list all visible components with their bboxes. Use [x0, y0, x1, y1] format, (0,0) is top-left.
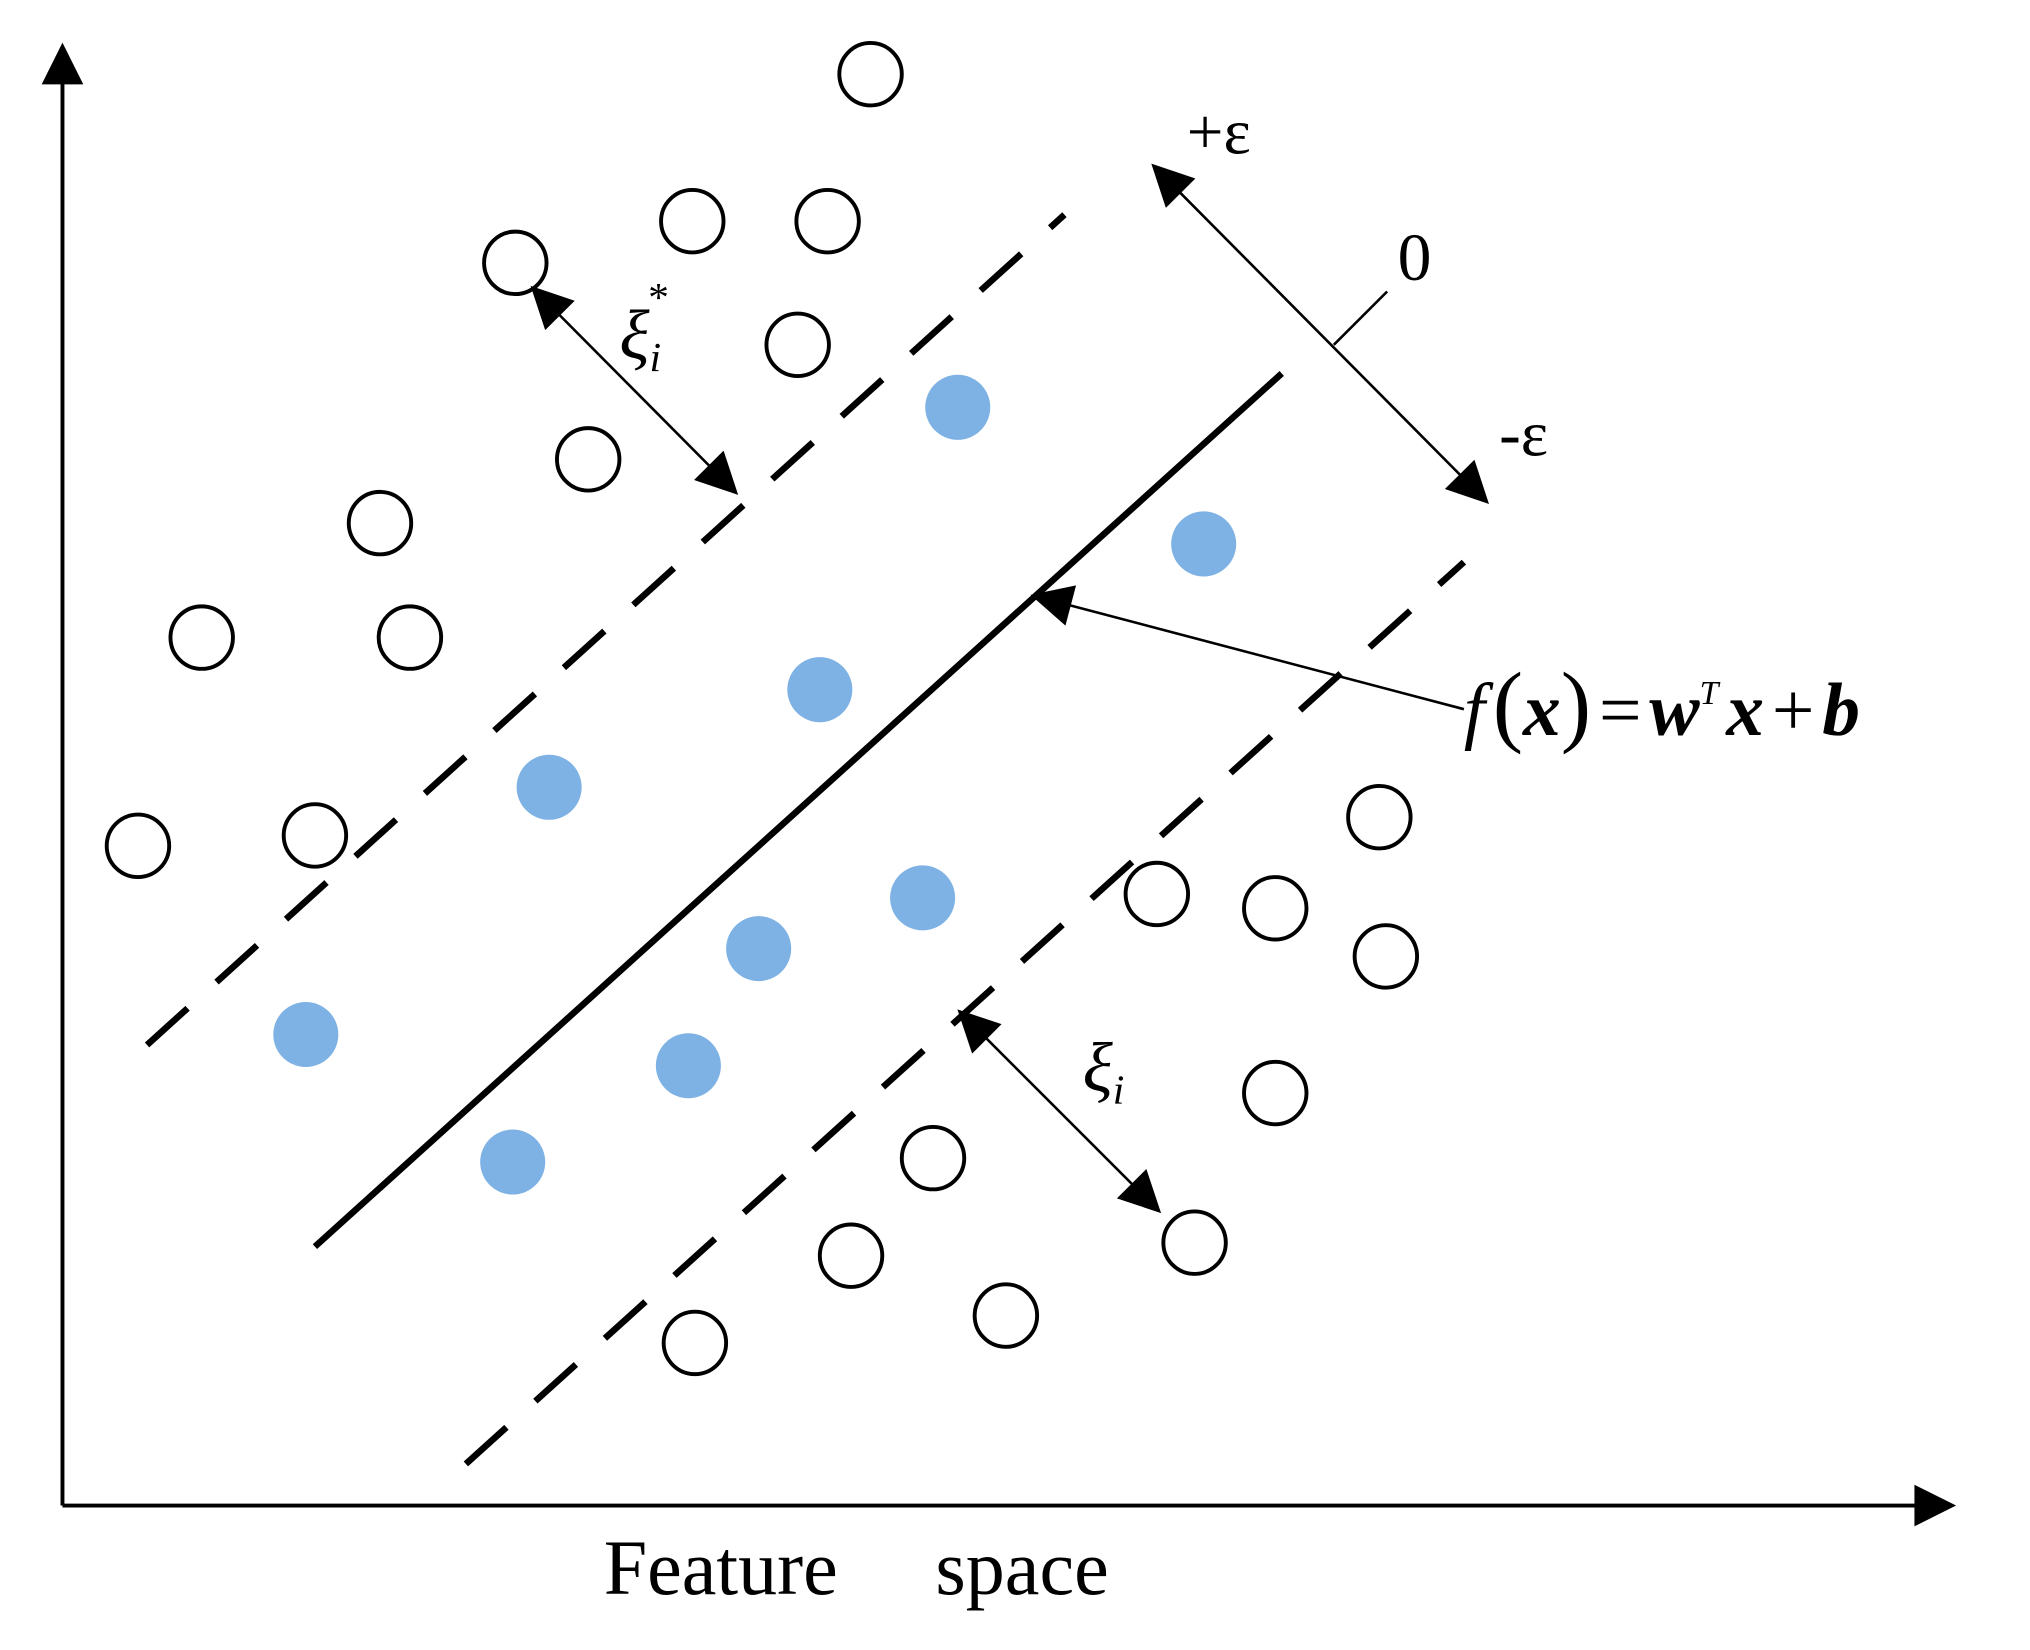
point: [376, 604, 444, 671]
point: [890, 865, 956, 931]
upper-margin: [144, 212, 1067, 1048]
xi-symbol: ξ: [1083, 1028, 1114, 1106]
point: [346, 489, 414, 557]
zero-leader: [1332, 290, 1389, 346]
minus-epsilon-label: -ε: [1499, 398, 1548, 470]
point: [817, 1222, 885, 1289]
xi-star-symbol: ξ: [619, 296, 650, 374]
lower-margin: [463, 559, 1467, 1467]
point: [281, 802, 349, 869]
formula-sup: T: [1700, 675, 1721, 712]
point: [480, 1129, 546, 1195]
point: [1171, 511, 1237, 577]
xi-star-arrow: [530, 285, 739, 495]
formula-paren: (: [1493, 654, 1523, 755]
x-axis-label: Feature space: [604, 1524, 1109, 1611]
point: [168, 604, 235, 671]
point: [516, 754, 582, 820]
formula-eq: =: [1599, 669, 1642, 752]
point: [273, 1001, 339, 1068]
formula-plus: +: [1772, 669, 1815, 752]
plus-epsilon-label: +ε: [1187, 97, 1251, 169]
formula-x: x: [1522, 669, 1561, 752]
point: [787, 657, 853, 723]
point: [1123, 860, 1191, 928]
xi-arrow: [957, 1009, 1162, 1214]
point: [899, 1124, 967, 1192]
point: [655, 1033, 721, 1099]
regression-line: [312, 371, 1284, 1250]
point: [1346, 784, 1413, 851]
point: [837, 40, 904, 108]
point: [661, 1309, 729, 1377]
point: [972, 1282, 1040, 1349]
point: [1352, 923, 1420, 990]
outer-points: [104, 40, 1420, 1377]
point: [659, 188, 726, 255]
xi-star-label: ξi *: [619, 275, 668, 381]
formula-x: x: [1725, 669, 1764, 752]
formula-w: w: [1649, 669, 1700, 752]
axes: [41, 42, 1957, 1527]
formula-paren: ): [1561, 654, 1591, 755]
point: [1242, 875, 1309, 942]
formula-f: f: [1464, 669, 1494, 752]
formula-b: b: [1822, 669, 1860, 752]
formula: f (x) = wT x + b: [1464, 654, 1860, 755]
zero-label: 0: [1398, 220, 1432, 295]
point: [1161, 1209, 1228, 1276]
formula-arrow: [1030, 585, 1465, 711]
epsilon-arrow: [1151, 163, 1489, 504]
point: [925, 374, 991, 440]
xi-star-sup: *: [648, 275, 669, 321]
xi-sub: i: [1113, 1067, 1125, 1113]
point: [482, 229, 549, 297]
inner-points: [273, 374, 1237, 1195]
point: [1242, 1059, 1309, 1127]
point: [104, 812, 172, 880]
point: [794, 188, 861, 255]
point: [726, 916, 792, 982]
xi-star-sub: i: [650, 335, 662, 381]
xi-label: ξi: [1083, 1028, 1125, 1113]
point: [555, 426, 622, 493]
point: [764, 311, 831, 379]
